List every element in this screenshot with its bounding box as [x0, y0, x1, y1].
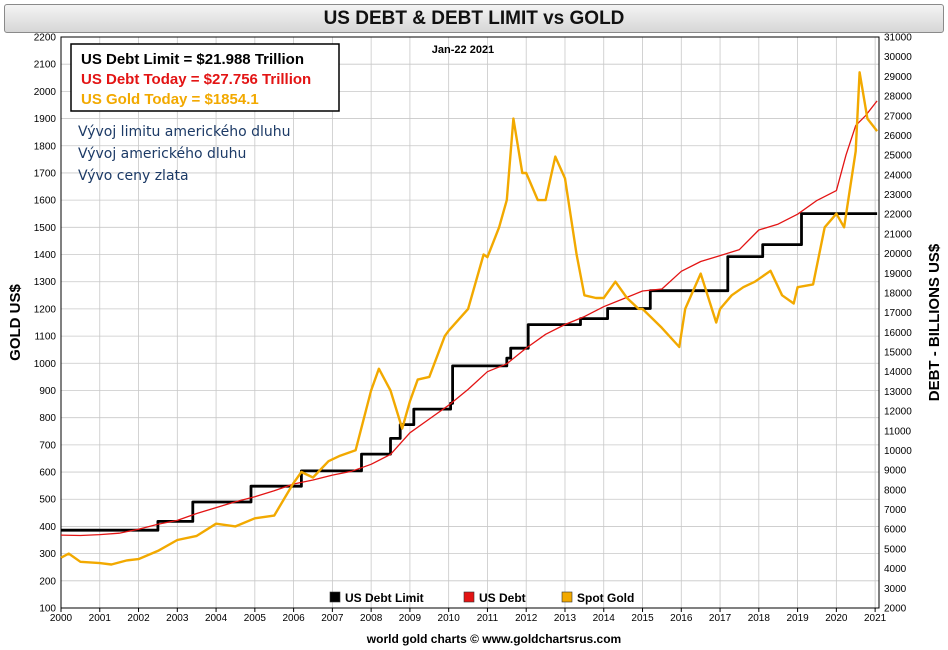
legend-label: US Debt Limit — [345, 591, 424, 605]
y-tick-right: 6000 — [884, 525, 907, 536]
info-box-line: US Debt Limit = $21.988 Trillion — [81, 51, 304, 68]
x-tick-label: 2014 — [593, 613, 616, 624]
y-tick-left: 400 — [39, 522, 56, 533]
y-tick-left: 1800 — [34, 141, 57, 152]
y-tick-right: 12000 — [884, 407, 912, 418]
y-tick-left: 900 — [39, 386, 56, 397]
legend-swatch — [463, 591, 475, 603]
series-spot-gold — [60, 71, 879, 566]
y-tick-right: 9000 — [884, 466, 907, 477]
x-tick-label: 2010 — [438, 613, 461, 624]
legend-swatch — [329, 591, 341, 603]
y-tick-left: 1600 — [34, 196, 57, 207]
annotation-text: Vývo ceny zlata — [78, 168, 189, 184]
y-tick-right: 11000 — [884, 426, 912, 437]
y-tick-right: 19000 — [884, 269, 912, 280]
y-tick-right: 17000 — [884, 308, 912, 319]
y-tick-right: 31000 — [884, 33, 912, 44]
y-tick-left: 600 — [39, 468, 56, 479]
y-tick-left: 1900 — [34, 114, 57, 125]
annotation-text: Vývoj limitu amerického dluhu — [78, 124, 290, 140]
y-tick-right: 13000 — [884, 387, 912, 398]
y-tick-left: 1300 — [34, 277, 57, 288]
series-us-debt — [60, 100, 878, 537]
x-tick-label: 2016 — [670, 613, 693, 624]
y-tick-left: 1100 — [34, 332, 56, 343]
chart-title: US DEBT & DEBT LIMIT vs GOLD — [4, 4, 944, 33]
y-tick-left: 300 — [39, 549, 56, 560]
y-tick-right: 4000 — [884, 564, 907, 575]
y-tick-right: 24000 — [884, 170, 912, 181]
y-tick-right: 23000 — [884, 190, 912, 201]
info-box-line: US Gold Today = $1854.1 — [81, 91, 259, 108]
y-tick-left: 2000 — [34, 87, 57, 98]
legend-label: US Debt — [479, 591, 526, 605]
y-tick-left: 2200 — [34, 33, 57, 44]
legend-label: Spot Gold — [577, 591, 634, 605]
footer-credit: world gold charts © www.goldchartsrus.co… — [366, 632, 621, 646]
x-tick-label: 2018 — [748, 613, 771, 624]
plot-frame — [60, 36, 880, 609]
y-tick-right: 28000 — [884, 92, 912, 103]
x-tick-label: 2005 — [244, 613, 267, 624]
y-tick-left: 1500 — [34, 223, 57, 234]
y-tick-right: 18000 — [884, 288, 912, 299]
x-tick-label: 2008 — [360, 613, 383, 624]
y-axis-label-right: DEBT - BILLIONS US$ — [926, 243, 943, 401]
y-tick-left: 800 — [39, 413, 56, 424]
y-tick-right: 30000 — [884, 52, 912, 63]
y-tick-left: 200 — [39, 576, 56, 587]
y-tick-right: 25000 — [884, 151, 912, 162]
y-axis-label-left: GOLD US$ — [7, 284, 24, 361]
y-tick-right: 7000 — [884, 505, 907, 516]
y-tick-left: 100 — [39, 604, 56, 615]
x-tick-label: 2015 — [631, 613, 654, 624]
y-tick-right: 20000 — [884, 249, 912, 260]
y-tick-right: 16000 — [884, 328, 912, 339]
date-label: Jan-22 2021 — [432, 44, 494, 56]
y-tick-left: 2100 — [34, 60, 57, 71]
y-tick-right: 22000 — [884, 210, 912, 221]
x-tick-label: 2012 — [515, 613, 538, 624]
y-tick-right: 10000 — [884, 446, 912, 457]
y-tick-right: 3000 — [884, 584, 907, 595]
x-tick-label: 2013 — [554, 613, 577, 624]
x-tick-label: 2007 — [321, 613, 344, 624]
y-tick-left: 500 — [39, 495, 56, 506]
x-tick-label: 2009 — [399, 613, 422, 624]
x-tick-label: 2020 — [825, 613, 848, 624]
y-tick-right: 5000 — [884, 544, 907, 555]
info-box — [70, 43, 340, 112]
x-tick-label: 2002 — [127, 613, 150, 624]
y-tick-right: 27000 — [884, 111, 912, 122]
y-tick-left: 1200 — [34, 304, 57, 315]
y-tick-right: 2000 — [884, 604, 907, 615]
y-tick-right: 15000 — [884, 348, 912, 359]
y-tick-right: 29000 — [884, 72, 912, 83]
y-tick-left: 1000 — [34, 359, 57, 370]
x-tick-label: 2017 — [709, 613, 732, 624]
info-box-line: US Debt Today = $27.756 Trillion — [81, 71, 311, 88]
y-tick-left: 1700 — [34, 168, 57, 179]
series-us-debt-limit — [61, 212, 878, 532]
x-tick-label: 2001 — [89, 613, 112, 624]
x-tick-label: 2000 — [50, 613, 73, 624]
x-tick-label: 2006 — [282, 613, 305, 624]
x-tick-label: 2019 — [786, 613, 809, 624]
legend-swatch — [561, 591, 573, 603]
x-tick-label: 2003 — [166, 613, 189, 624]
y-tick-right: 26000 — [884, 131, 912, 142]
y-tick-right: 21000 — [884, 229, 912, 240]
y-tick-left: 700 — [39, 440, 56, 451]
y-tick-left: 1400 — [34, 250, 57, 261]
x-tick-label: 2021 — [864, 613, 887, 624]
annotation-text: Vývoj amerického dluhu — [78, 146, 246, 162]
x-tick-label: 2011 — [477, 613, 499, 624]
y-tick-right: 8000 — [884, 485, 907, 496]
y-tick-right: 14000 — [884, 367, 912, 378]
x-tick-label: 2004 — [205, 613, 228, 624]
